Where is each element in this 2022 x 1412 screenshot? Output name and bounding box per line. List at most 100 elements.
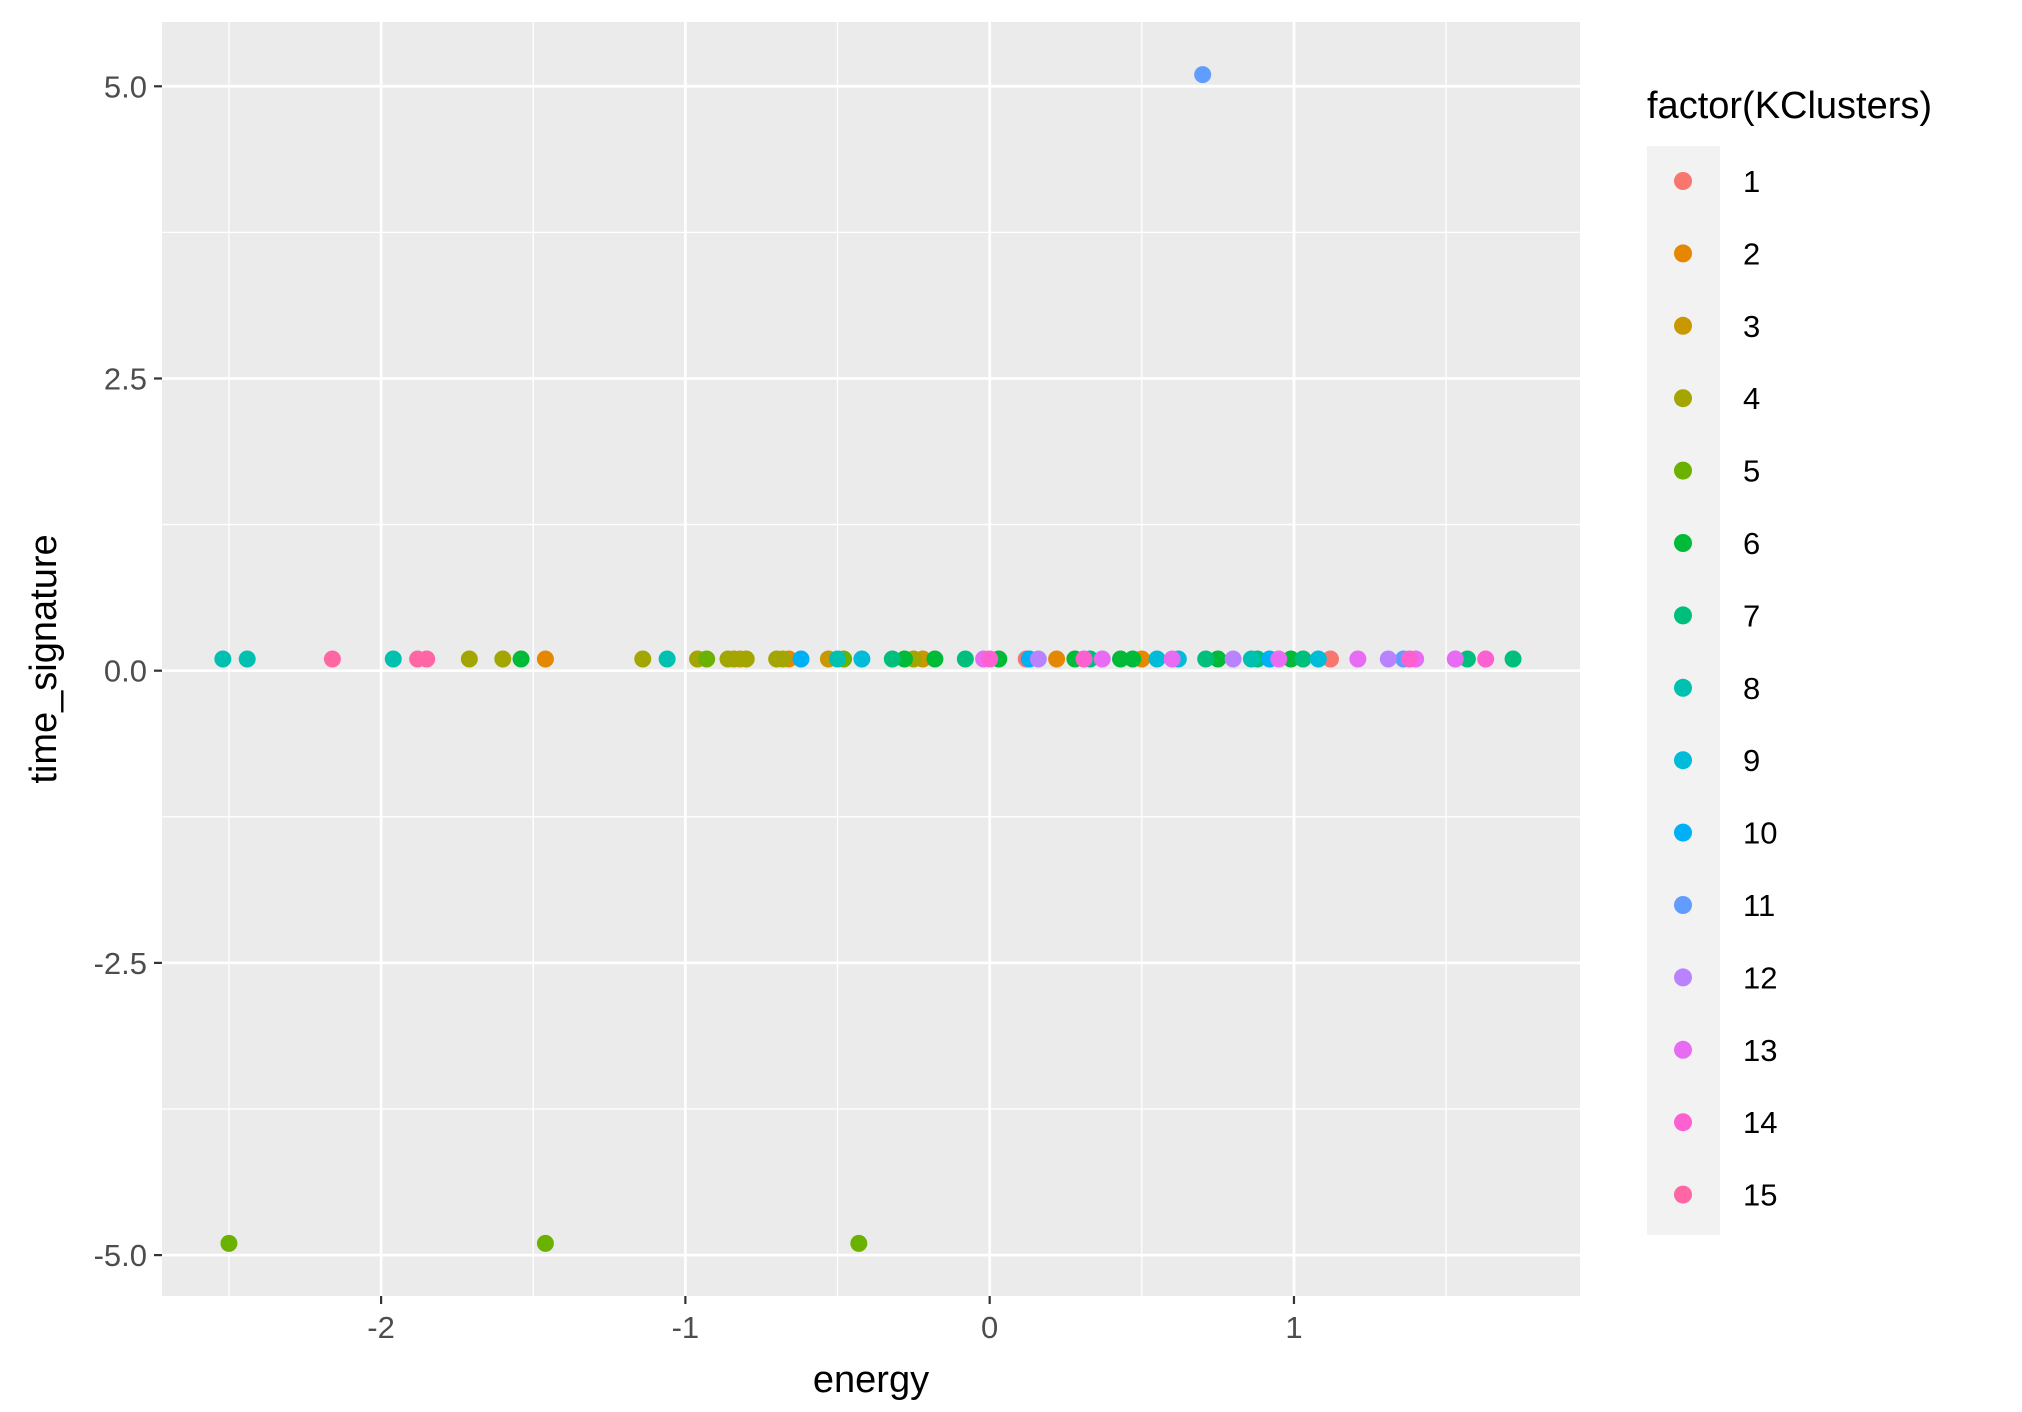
x-tick-label: -1 [672, 1310, 700, 1345]
legend-key-15 [1674, 1185, 1692, 1204]
data-point-cluster-12 [1029, 650, 1047, 668]
data-point-cluster-8 [214, 650, 232, 668]
legend-key-4 [1674, 389, 1692, 408]
y-tick-label: 5.0 [104, 69, 147, 104]
legend-label-3: 3 [1743, 309, 1760, 344]
data-point-cluster-7 [1294, 650, 1312, 668]
data-point-cluster-5 [698, 650, 716, 668]
legend-label-7: 7 [1743, 598, 1760, 633]
data-point-cluster-7 [1458, 650, 1476, 668]
data-point-cluster-13 [1163, 650, 1181, 668]
data-point-cluster-6 [1209, 650, 1227, 668]
data-point-cluster-14 [981, 650, 999, 668]
legend-label-15: 15 [1743, 1178, 1777, 1213]
x-tick-label: 1 [1285, 1310, 1302, 1345]
data-point-cluster-13 [1093, 650, 1111, 668]
x-tick-label: 0 [981, 1310, 998, 1345]
legend-key-7 [1674, 606, 1692, 625]
legend-label-10: 10 [1743, 816, 1777, 851]
data-point-cluster-14 [1075, 650, 1093, 668]
legend-key-6 [1674, 534, 1692, 552]
data-point-cluster-4 [725, 650, 743, 668]
data-point-cluster-9 [853, 650, 871, 668]
legend-key-13 [1674, 1040, 1692, 1059]
data-point-cluster-7 [883, 650, 901, 668]
legend-label-12: 12 [1743, 960, 1777, 995]
legend-label-5: 5 [1743, 454, 1760, 489]
data-point-cluster-14 [1401, 650, 1419, 668]
data-point-cluster-6 [1282, 650, 1300, 668]
data-point-cluster-6 [926, 650, 944, 668]
y-tick-label: -2.5 [94, 946, 147, 981]
legend-label-6: 6 [1743, 526, 1760, 561]
data-point-cluster-7 [1197, 650, 1215, 668]
minor-gridlines [162, 22, 1580, 1296]
data-point-cluster-5 [850, 1234, 868, 1252]
data-point-cluster-10 [792, 650, 810, 668]
data-point-cluster-13 [1446, 650, 1464, 668]
y-tick-label: -5.0 [94, 1238, 147, 1273]
data-point-cluster-4 [494, 650, 512, 668]
data-point-cluster-4 [460, 650, 478, 668]
legend-key-2 [1674, 244, 1692, 263]
data-point-cluster-11 [1194, 66, 1212, 84]
data-point-cluster-13 [1349, 650, 1367, 668]
plot-panel [162, 22, 1580, 1296]
y-axis: 5.0 2.5 0.0 -2.5 -5.0 [94, 69, 162, 1273]
legend-key-1 [1674, 172, 1692, 190]
x-axis-title: energy [813, 1359, 929, 1401]
y-tick-label: 2.5 [104, 361, 147, 396]
data-point-cluster-13 [1270, 650, 1288, 668]
legend-key-9 [1674, 751, 1692, 770]
data-point-cluster-6 [512, 650, 530, 668]
data-point-cluster-2 [1048, 650, 1066, 668]
x-axis: -2 -1 0 1 [367, 1296, 1303, 1345]
legend-key-11 [1674, 896, 1692, 914]
data-point-cluster-8 [238, 650, 256, 668]
legend-key-12 [1674, 968, 1692, 987]
data-point-cluster-5 [220, 1234, 238, 1252]
y-tick-label: 0.0 [104, 654, 147, 689]
data-point-cluster-9 [1148, 650, 1166, 668]
data-point-cluster-15 [323, 650, 341, 668]
data-point-cluster-1 [1321, 650, 1339, 668]
legend-key-3 [1674, 316, 1692, 335]
legend-key-10 [1674, 823, 1692, 842]
legend-key-5 [1674, 461, 1692, 480]
legend-title: factor(KClusters) [1647, 85, 1932, 127]
legend-label-11: 11 [1743, 888, 1775, 923]
legend-label-2: 2 [1743, 236, 1760, 271]
data-point-cluster-6 [1124, 650, 1142, 668]
legend-label-14: 14 [1743, 1105, 1777, 1140]
data-point-cluster-4 [634, 650, 652, 668]
data-point-cluster-8 [829, 650, 847, 668]
data-point-cluster-6 [1112, 650, 1130, 668]
legend-label-9: 9 [1743, 743, 1760, 778]
data-point-cluster-8 [1242, 650, 1260, 668]
data-points [214, 66, 1522, 1252]
data-point-cluster-8 [658, 650, 676, 668]
data-point-cluster-12 [1224, 650, 1242, 668]
data-point-cluster-4 [774, 650, 792, 668]
legend-key-14 [1674, 1113, 1692, 1132]
legend-label-13: 13 [1743, 1033, 1777, 1068]
legend-key-8 [1674, 678, 1692, 697]
y-axis-title: time_signature [23, 534, 65, 783]
data-point-cluster-7 [1504, 650, 1522, 668]
data-point-cluster-9 [1309, 650, 1327, 668]
data-point-cluster-15 [418, 650, 436, 668]
data-point-cluster-8 [384, 650, 402, 668]
data-point-cluster-2 [536, 650, 554, 668]
legend-label-1: 1 [1743, 164, 1760, 199]
data-point-cluster-14 [1477, 650, 1495, 668]
legend-label-4: 4 [1743, 381, 1760, 416]
data-point-cluster-5 [536, 1234, 554, 1252]
data-point-cluster-6 [895, 650, 913, 668]
data-point-cluster-4 [737, 650, 755, 668]
data-point-cluster-7 [956, 650, 974, 668]
data-point-cluster-12 [1379, 650, 1397, 668]
legend-label-8: 8 [1743, 671, 1760, 706]
